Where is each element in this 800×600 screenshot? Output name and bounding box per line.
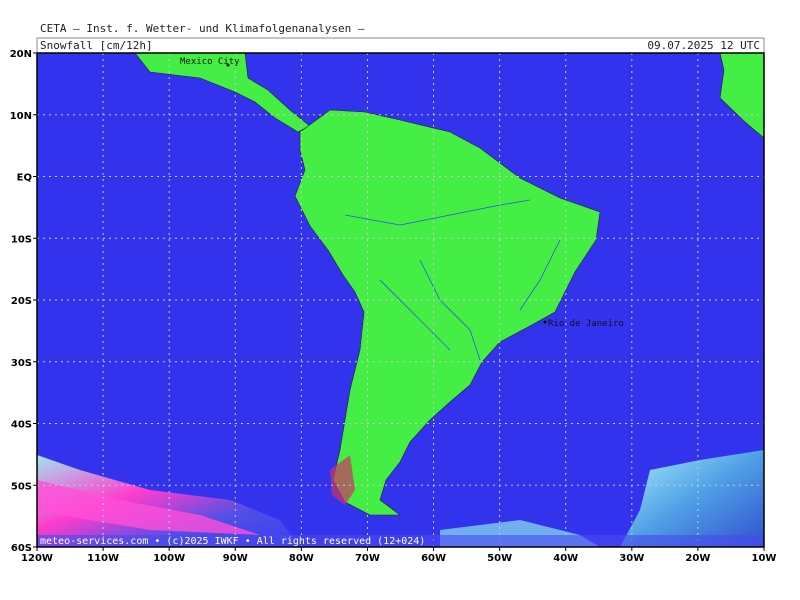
city-label: Rio de Janeiro [548,319,624,329]
lon-label: 60W [421,553,446,564]
city-label: Mexico City [180,57,240,67]
lat-label: 60S [11,543,32,554]
land [294,109,601,516]
land [719,53,764,139]
land [134,53,311,133]
lon-label: 10W [752,553,777,564]
lon-label: 80W [289,553,314,564]
snow-area [37,455,300,547]
lat-label: 10S [11,234,32,245]
city-marker [226,63,230,67]
lon-label: 90W [223,553,248,564]
lat-label: 20N [10,49,32,60]
lat-label: 10N [10,111,32,122]
lat-label: 20S [11,296,32,307]
datetime-label: 09.07.2025 12 UTC [647,39,760,52]
lat-label: 40S [11,420,32,431]
snow-area [620,450,764,547]
lon-label: 50W [487,553,512,564]
rivers [344,199,561,361]
lon-label: 70W [355,553,380,564]
lon-label: 120W [21,553,53,564]
lon-label: 30W [619,553,644,564]
axis-labels: 120W 110W 100W 90W 80W 70W 60W 50W 40W 30W 20W 10W 2… [10,49,777,564]
graticule [37,53,764,547]
lon-label: 100W [153,553,185,564]
variable-label: Snowfall [cm/12h] [40,39,153,52]
footer-text: meteo-services.com • (c)2025 IWKF • All … [40,536,425,547]
lon-label: 20W [685,553,710,564]
snow-andes [330,455,355,505]
map-area: Mexico City Rio de Janeiro meteo-service… [37,53,764,547]
city-marker [543,320,547,324]
lon-label: 110W [87,553,119,564]
lon-label: 40W [553,553,578,564]
header-title: CETA — Inst. f. Wetter- und Klimafolgena… [40,22,365,35]
lat-label: EQ [17,173,32,184]
lat-label: 30S [11,358,32,369]
snow-heavy [37,480,260,535]
footer-bar [37,535,764,547]
lat-label: 50S [11,481,32,492]
